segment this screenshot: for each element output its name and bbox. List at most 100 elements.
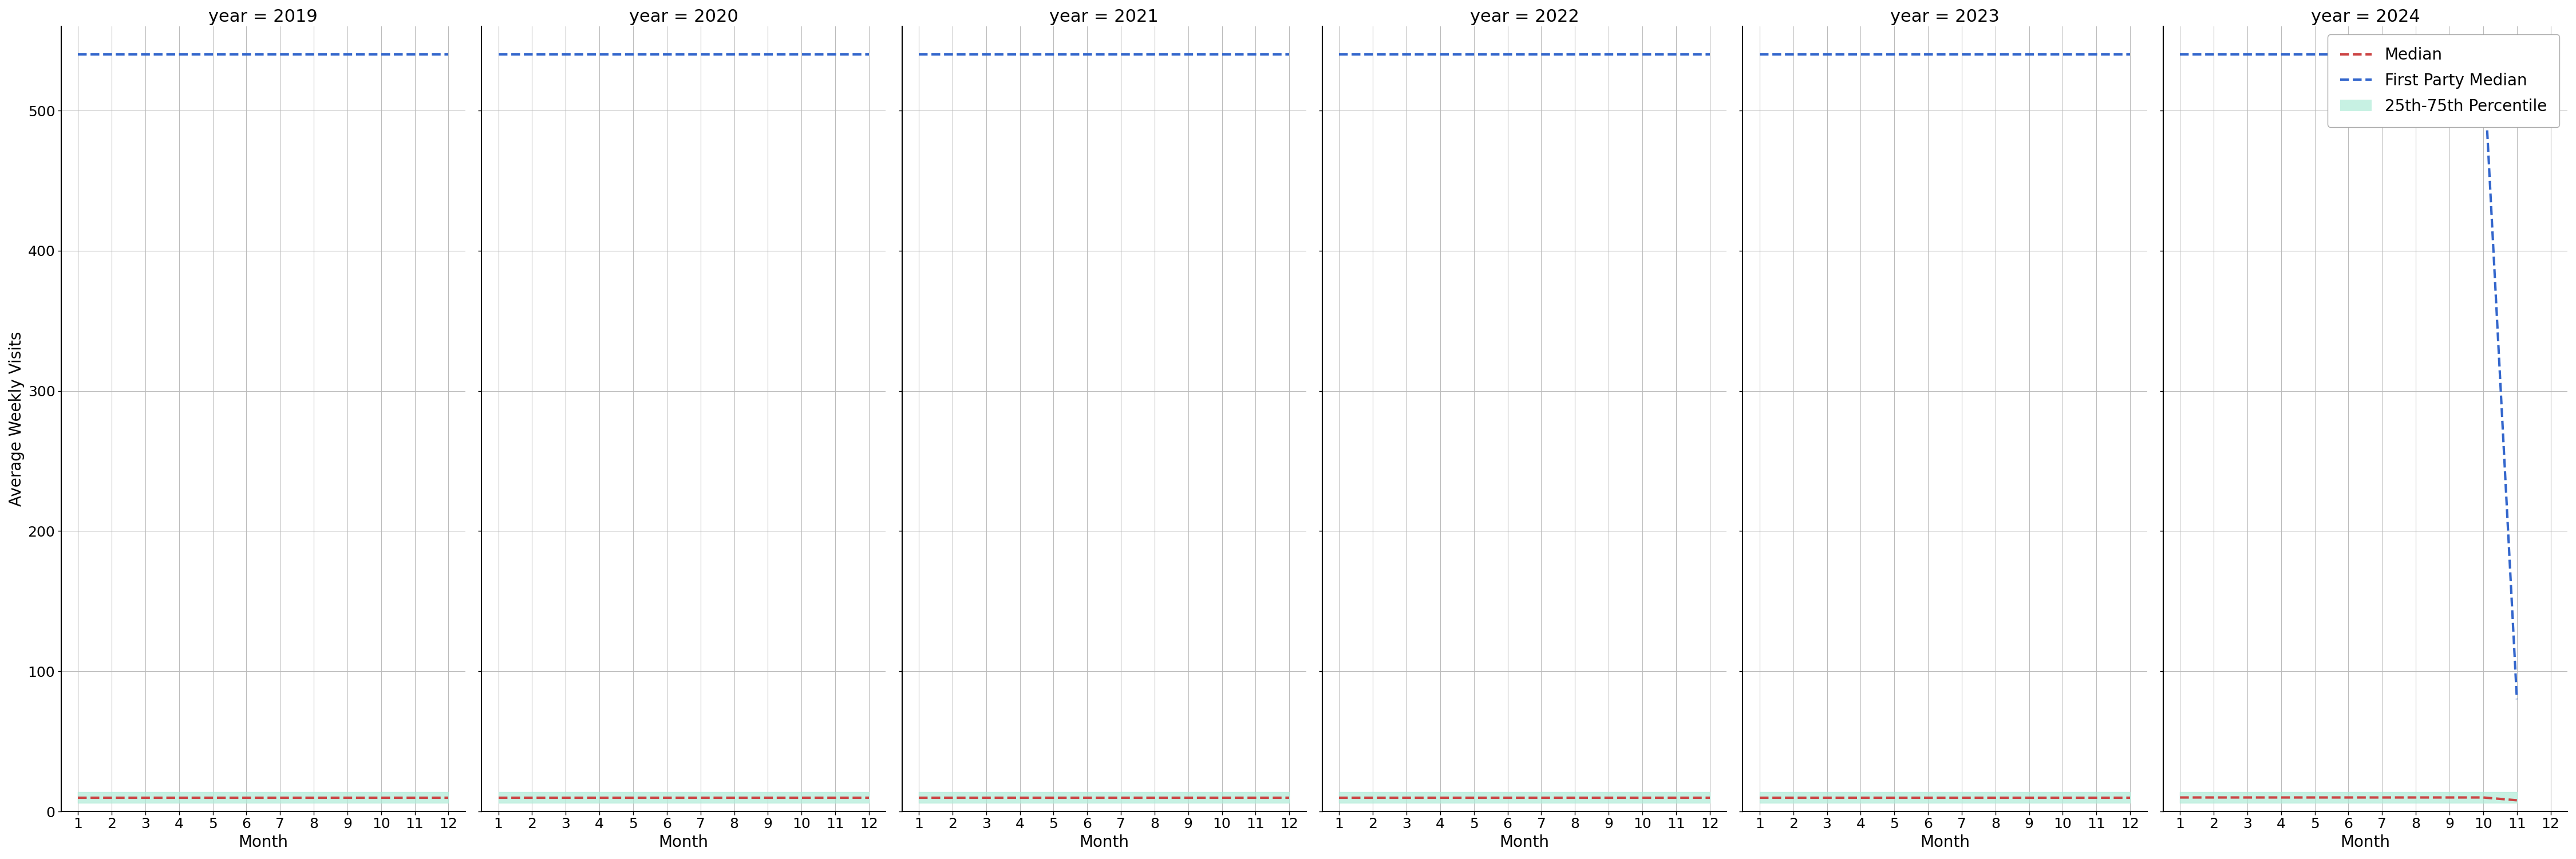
Median (1358, 792, 1388, 802)
Median (1981, 792, 2012, 802)
First Party Median (1038, 50, 1069, 60)
Median (2401, 792, 2432, 802)
First Party Median (2468, 50, 2499, 60)
First Party Median (1981, 50, 2012, 60)
Median (2501, 795, 2532, 806)
Median (585, 792, 616, 802)
X-axis label: Month: Month (1919, 834, 1971, 850)
Median (971, 792, 1002, 802)
Median (1662, 792, 1692, 802)
First Party Median (853, 50, 884, 60)
Median (2434, 792, 2465, 802)
X-axis label: Month: Month (240, 834, 289, 850)
Median (2468, 792, 2499, 802)
Median (1425, 792, 1455, 802)
Median (1744, 792, 1775, 802)
First Party Median (1911, 50, 1942, 60)
Median (551, 792, 582, 802)
Median (2164, 792, 2195, 802)
Median (1628, 792, 1659, 802)
First Party Median (366, 50, 397, 60)
First Party Median (1458, 50, 1489, 60)
First Party Median (1878, 50, 1909, 60)
Title: year = 2023: year = 2023 (1891, 9, 1999, 25)
Median (399, 792, 430, 802)
First Party Median (299, 50, 330, 60)
Title: year = 2019: year = 2019 (209, 9, 317, 25)
First Party Median (2014, 50, 2045, 60)
Median (2115, 792, 2146, 802)
Line: Median: Median (2179, 797, 2517, 801)
First Party Median (1072, 50, 1103, 60)
First Party Median (1275, 50, 1306, 60)
Median (752, 792, 783, 802)
First Party Median (1139, 50, 1170, 60)
First Party Median (162, 50, 193, 60)
Median (1458, 792, 1489, 802)
Median (265, 792, 296, 802)
Median (853, 792, 884, 802)
First Party Median (482, 50, 513, 60)
First Party Median (1947, 50, 1978, 60)
First Party Median (1206, 50, 1236, 60)
First Party Median (2048, 50, 2079, 60)
Median (819, 792, 850, 802)
Median (2014, 792, 2045, 802)
First Party Median (1525, 50, 1556, 60)
Median (1695, 792, 1726, 802)
First Party Median (1558, 50, 1589, 60)
Median (2267, 792, 2298, 802)
Median (198, 792, 229, 802)
First Party Median (1358, 50, 1388, 60)
First Party Median (1324, 50, 1355, 60)
First Party Median (2231, 50, 2262, 60)
First Party Median (232, 50, 263, 60)
First Party Median (1391, 50, 1422, 60)
Median (1206, 792, 1236, 802)
First Party Median (719, 50, 750, 60)
Median (232, 792, 263, 802)
First Party Median (62, 50, 93, 60)
Median (1911, 792, 1942, 802)
Median (1072, 792, 1103, 802)
First Party Median (971, 50, 1002, 60)
Median (1492, 792, 1522, 802)
First Party Median (1695, 50, 1726, 60)
First Party Median (332, 50, 363, 60)
First Party Median (433, 50, 464, 60)
Median (2197, 792, 2228, 802)
First Party Median (1811, 50, 1842, 60)
First Party Median (938, 50, 969, 60)
Median (518, 792, 549, 802)
First Party Median (1592, 50, 1623, 60)
Median (1391, 792, 1422, 802)
First Party Median (2197, 50, 2228, 60)
First Party Median (652, 50, 683, 60)
First Party Median (786, 50, 817, 60)
Median (299, 792, 330, 802)
Median (366, 792, 397, 802)
Median (1105, 792, 1136, 802)
First Party Median (2267, 50, 2298, 60)
Median (1777, 792, 1808, 802)
First Party Median (2334, 50, 2365, 60)
Title: year = 2022: year = 2022 (1471, 9, 1579, 25)
Median (95, 792, 126, 802)
First Party Median (585, 50, 616, 60)
Median (2081, 792, 2112, 802)
Median (2300, 792, 2331, 802)
Median (1844, 792, 1875, 802)
Median (332, 792, 363, 802)
First Party Median (1662, 50, 1692, 60)
Median (162, 792, 193, 802)
First Party Median (1105, 50, 1136, 60)
First Party Median (904, 50, 935, 60)
Median (1139, 792, 1170, 802)
Median (685, 792, 716, 802)
X-axis label: Month: Month (2342, 834, 2391, 850)
Median (1525, 792, 1556, 802)
Median (2231, 792, 2262, 802)
Median (652, 792, 683, 802)
Title: year = 2024: year = 2024 (2311, 9, 2419, 25)
Title: year = 2021: year = 2021 (1048, 9, 1159, 25)
